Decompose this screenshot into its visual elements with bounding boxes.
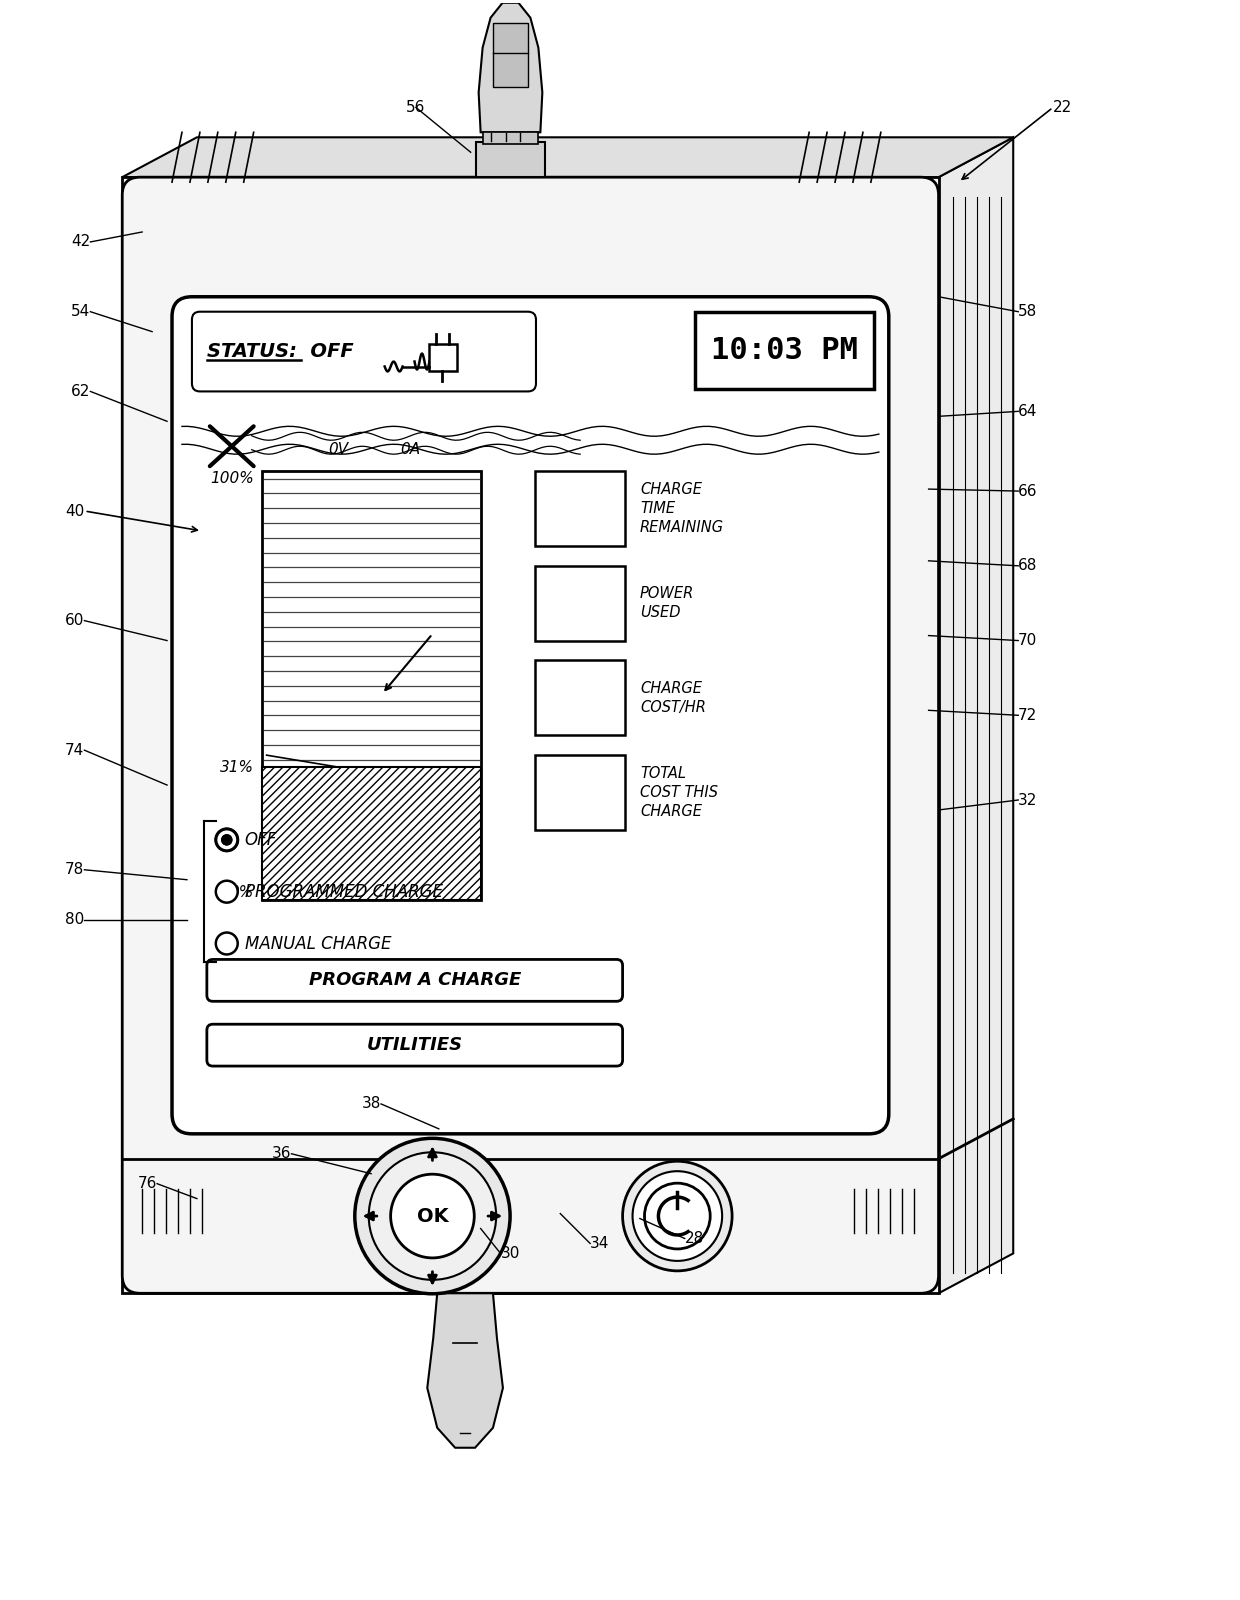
FancyBboxPatch shape: [123, 178, 939, 1293]
Bar: [536, 566, 625, 640]
Text: 78: 78: [66, 862, 84, 877]
Text: 66: 66: [1018, 483, 1038, 499]
Text: CHARGE
COST/HR: CHARGE COST/HR: [640, 682, 706, 715]
Circle shape: [632, 1171, 722, 1261]
Text: CHARGE
TIME
REMAINING: CHARGE TIME REMAINING: [640, 483, 724, 534]
Circle shape: [216, 880, 238, 902]
Circle shape: [216, 933, 238, 955]
Circle shape: [216, 829, 238, 851]
Bar: [536, 755, 625, 830]
Text: 31%: 31%: [219, 760, 254, 774]
Text: 22: 22: [1053, 99, 1073, 115]
Text: OK: OK: [417, 1206, 448, 1226]
Text: 72: 72: [1018, 707, 1038, 723]
Circle shape: [221, 834, 232, 845]
Text: 64: 64: [1018, 403, 1038, 419]
Circle shape: [221, 834, 232, 845]
Text: 34: 34: [590, 1235, 610, 1251]
Text: 38: 38: [362, 1096, 381, 1112]
Text: 60: 60: [64, 613, 84, 629]
Text: 80: 80: [66, 912, 84, 926]
Text: 62: 62: [71, 384, 91, 398]
Text: OFF: OFF: [244, 830, 277, 850]
Text: 28: 28: [684, 1230, 704, 1246]
Text: STATUS:  OFF: STATUS: OFF: [207, 342, 353, 362]
Circle shape: [391, 1174, 474, 1258]
Circle shape: [368, 1152, 496, 1280]
Bar: [262, 766, 481, 899]
Text: 68: 68: [1018, 558, 1038, 573]
Text: 56: 56: [407, 99, 425, 115]
Text: 100%: 100%: [210, 470, 254, 486]
Bar: [694, 312, 874, 389]
Text: UTILITIES: UTILITIES: [367, 1037, 463, 1054]
Text: 70: 70: [1018, 634, 1038, 648]
Text: 76: 76: [138, 1176, 157, 1190]
Text: PROGRAM A CHARGE: PROGRAM A CHARGE: [309, 971, 521, 989]
Text: 0V: 0V: [329, 442, 348, 456]
Bar: [536, 661, 625, 736]
Text: POWER
USED: POWER USED: [640, 586, 694, 619]
Polygon shape: [479, 3, 542, 133]
Text: PROGRAMMED CHARGE: PROGRAMMED CHARGE: [244, 883, 443, 901]
Bar: [536, 470, 625, 546]
Polygon shape: [939, 138, 1013, 1293]
FancyBboxPatch shape: [192, 312, 536, 392]
FancyBboxPatch shape: [207, 960, 622, 1002]
FancyBboxPatch shape: [207, 1024, 622, 1066]
Bar: [262, 470, 481, 899]
Text: 0A: 0A: [401, 442, 420, 456]
Text: 32: 32: [1018, 792, 1038, 808]
Bar: [482, 133, 538, 144]
Polygon shape: [428, 1293, 503, 1448]
Bar: [476, 142, 546, 178]
Polygon shape: [123, 138, 1013, 178]
Text: 30: 30: [501, 1246, 520, 1261]
Text: 10:03 PM: 10:03 PM: [711, 336, 858, 365]
Text: 54: 54: [71, 304, 91, 320]
Text: 0%: 0%: [229, 885, 254, 899]
Text: TOTAL
COST THIS
CHARGE: TOTAL COST THIS CHARGE: [640, 766, 718, 819]
Text: 42: 42: [71, 235, 91, 250]
Circle shape: [355, 1138, 510, 1294]
Circle shape: [216, 829, 238, 851]
Text: MANUAL CHARGE: MANUAL CHARGE: [244, 934, 391, 952]
Text: 36: 36: [272, 1146, 291, 1162]
Text: 58: 58: [1018, 304, 1038, 320]
Text: 74: 74: [66, 742, 84, 758]
Bar: [492, 22, 528, 88]
Text: 40: 40: [66, 504, 84, 518]
Bar: [123, 178, 939, 1293]
Bar: [429, 344, 458, 371]
Circle shape: [622, 1162, 732, 1270]
Circle shape: [645, 1182, 711, 1250]
FancyBboxPatch shape: [172, 296, 889, 1134]
